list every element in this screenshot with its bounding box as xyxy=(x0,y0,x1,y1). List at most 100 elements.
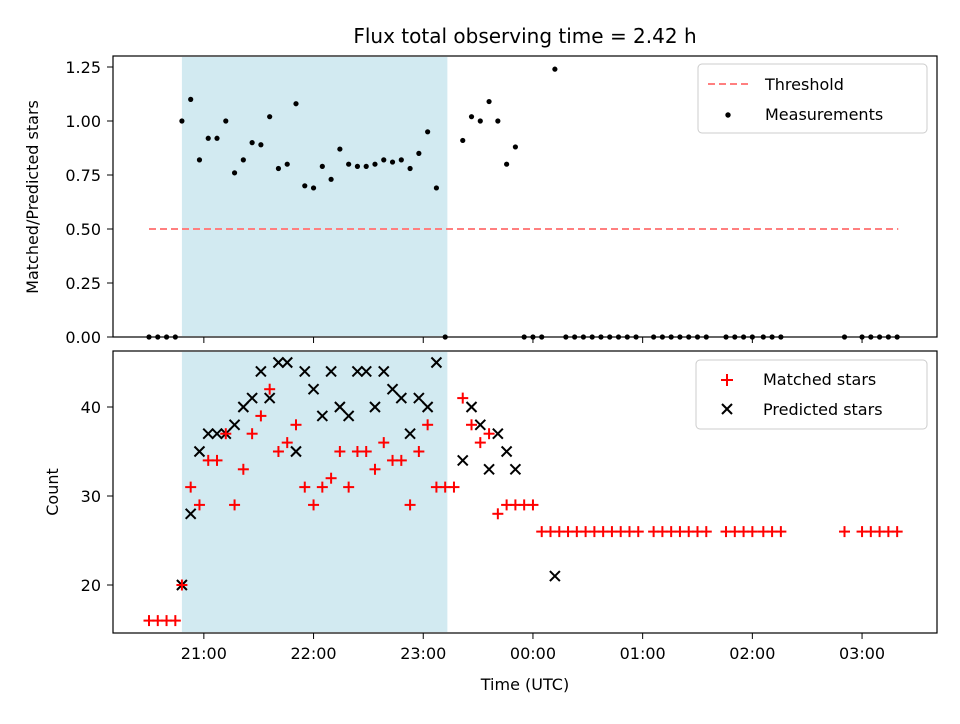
matched-stars-point xyxy=(316,481,328,493)
predicted-stroke xyxy=(474,419,487,431)
predicted-stroke xyxy=(421,401,434,413)
predicted-stroke xyxy=(334,401,346,413)
predicted-stars-point xyxy=(228,419,241,431)
top-legend: Threshold Measurements xyxy=(697,63,928,134)
predicted-stroke xyxy=(281,356,293,369)
matched-stars-point xyxy=(308,499,320,511)
measurement-point xyxy=(249,140,255,146)
measurement-point xyxy=(267,114,273,120)
predicted-stroke xyxy=(246,392,258,404)
predicted-stars-point xyxy=(430,356,443,369)
matched-stars-point xyxy=(775,526,787,538)
predicted-stars-point xyxy=(369,401,381,413)
predicted-stars-point xyxy=(307,383,320,395)
top-y-ticks: 0.00 0.25 0.50 0.75 1.00 1.25 xyxy=(65,58,113,347)
measurement-point xyxy=(433,185,440,191)
x-tick-label: 22:00 xyxy=(290,644,336,663)
x-tick-label: 01:00 xyxy=(620,644,666,663)
matched-stars-point xyxy=(237,463,249,475)
measurement-point xyxy=(337,146,343,152)
measurement-point xyxy=(398,157,404,163)
predicted-stroke xyxy=(378,365,390,378)
top-y-tick-label: 0.25 xyxy=(65,274,101,293)
predicted-stroke xyxy=(325,365,337,378)
matched-stars-point xyxy=(891,526,903,538)
legend-threshold-label: Threshold xyxy=(764,75,844,94)
predicted-stroke xyxy=(228,419,241,431)
predicted-stroke xyxy=(263,392,276,404)
measurement-point xyxy=(486,98,492,105)
predicted-stars-point xyxy=(211,427,223,440)
predicted-stars-point xyxy=(184,508,197,520)
legend-matched-marker xyxy=(721,374,733,386)
predicted-stroke xyxy=(483,463,495,476)
predicted-stroke xyxy=(360,365,372,378)
matched-stars-point xyxy=(527,499,539,511)
predicted-stars-point xyxy=(316,410,329,422)
matched-stars-point xyxy=(838,526,850,538)
measurement-point xyxy=(495,118,501,124)
matched-stars-point xyxy=(272,446,284,457)
predicted-stars-point xyxy=(325,365,337,378)
top-x-ticks xyxy=(203,337,863,343)
matched-stars-point xyxy=(176,579,188,591)
predicted-stars-point xyxy=(255,365,267,378)
measurement-point xyxy=(240,157,246,163)
predicted-stroke xyxy=(457,454,469,467)
predicted-stars-point xyxy=(413,392,425,404)
bottom-marks xyxy=(143,356,903,627)
predicted-stars-point xyxy=(351,365,364,378)
predicted-stars-point xyxy=(360,365,372,378)
predicted-stars-point xyxy=(549,570,561,582)
predicted-stroke xyxy=(500,445,513,458)
x-axis-label: Time (UTC) xyxy=(480,675,569,694)
predicted-stroke xyxy=(465,401,478,413)
predicted-stroke xyxy=(404,427,416,440)
matched-stars-point xyxy=(422,419,434,431)
matched-stars-point xyxy=(290,419,302,431)
predicted-stroke xyxy=(342,410,355,422)
matched-stars-point xyxy=(700,526,712,538)
matched-stars-point xyxy=(229,499,241,511)
measurement-point xyxy=(188,96,194,102)
legend-matched-label: Matched stars xyxy=(763,370,876,389)
predicted-stars-point xyxy=(395,392,408,404)
matched-stars-point xyxy=(193,499,205,511)
measurement-point xyxy=(407,165,413,172)
matched-stars-point xyxy=(483,428,495,440)
predicted-stars-point xyxy=(483,463,495,476)
bottom-y-tick-label: 20 xyxy=(81,576,101,595)
top-panel: 0.00 0.25 0.50 0.75 1.00 1.25 Matched/Predict… xyxy=(23,55,938,347)
matched-stars-point xyxy=(492,508,504,520)
top-y-tick-label: 0.50 xyxy=(65,220,101,239)
matched-stars-point xyxy=(632,526,644,538)
predicted-stars-point xyxy=(386,383,399,395)
matched-stars-point xyxy=(404,499,416,511)
matched-stars-point xyxy=(378,437,390,449)
predicted-stars-point xyxy=(378,365,390,378)
predicted-stars-point xyxy=(281,356,293,369)
matched-stars-point xyxy=(448,481,460,493)
measurement-point xyxy=(214,135,220,141)
matched-stars-point xyxy=(746,526,758,538)
matched-stars-point xyxy=(343,481,355,493)
bottom-highlight-span xyxy=(181,352,448,632)
matched-stars-point xyxy=(220,428,232,440)
bottom-y-tick-label: 30 xyxy=(81,487,101,506)
bottom-y-axis-label: Count xyxy=(43,468,62,516)
measurement-point xyxy=(231,170,238,176)
measurement-point xyxy=(552,66,558,72)
predicted-stroke xyxy=(202,427,214,440)
matched-stars-point xyxy=(264,383,276,395)
predicted-stars-point xyxy=(404,427,416,440)
predicted-stars-point xyxy=(342,410,355,422)
predicted-stroke xyxy=(316,410,329,422)
matched-stars-point xyxy=(334,446,346,457)
matched-stars-point xyxy=(211,454,223,466)
legend-predicted-marker xyxy=(721,403,733,415)
predicted-stars-point xyxy=(492,427,504,440)
bottom-legend: Matched stars Predicted stars xyxy=(695,359,928,430)
measurement-point xyxy=(328,176,334,182)
x-tick-label: 21:00 xyxy=(181,644,227,663)
